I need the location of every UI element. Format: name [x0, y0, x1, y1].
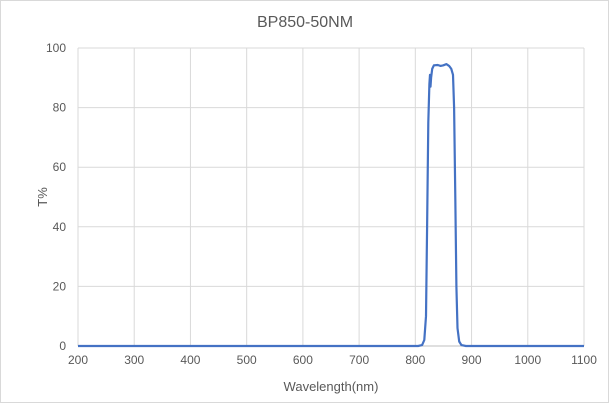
x-tick-label: 1100	[571, 353, 597, 367]
y-tick-label: 20	[53, 279, 67, 293]
transmission-series-line	[78, 62, 584, 348]
y-tick-label: 40	[53, 220, 67, 234]
y-tick-label: 100	[46, 41, 66, 55]
x-tick-label: 1000	[514, 353, 541, 367]
x-tick-label: 800	[405, 353, 425, 367]
x-tick-label: 700	[349, 353, 369, 367]
x-tick-label: 500	[237, 353, 257, 367]
x-axis-label: Wavelength(nm)	[284, 379, 379, 394]
y-axis-label: T%	[35, 187, 50, 207]
x-tick-label: 200	[68, 353, 88, 367]
x-tick-label: 600	[293, 353, 313, 367]
y-tick-label: 60	[53, 160, 67, 174]
y-tick-label: 0	[59, 339, 66, 353]
x-tick-label: 400	[180, 353, 200, 367]
x-tick-label: 300	[124, 353, 144, 367]
chart-title: BP850-50NM	[257, 14, 353, 31]
y-tick-label: 80	[53, 101, 67, 115]
x-tick-label: 900	[462, 353, 482, 367]
